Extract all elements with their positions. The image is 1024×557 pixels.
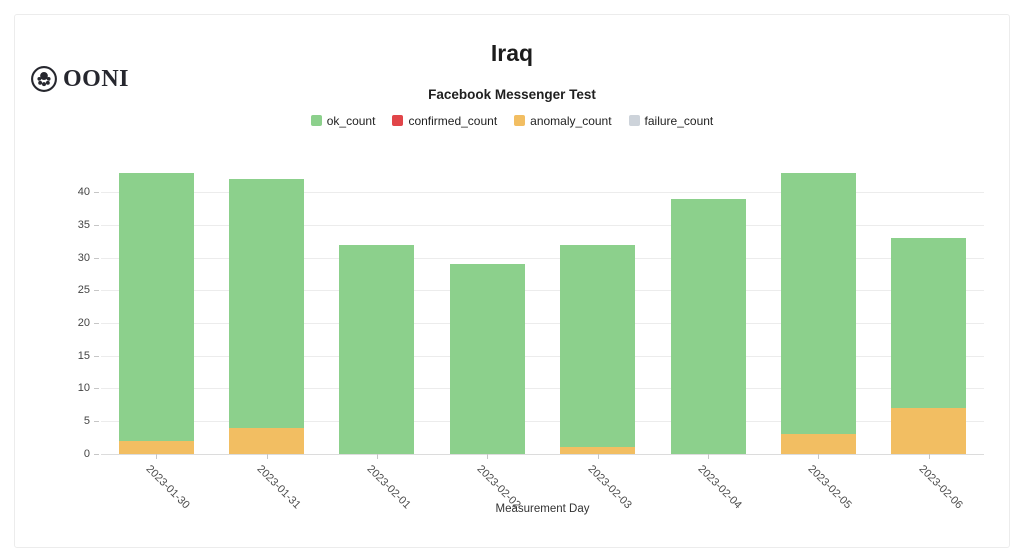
bar-slot xyxy=(101,169,211,454)
bar-slot xyxy=(543,169,653,454)
bar-2023-02-01[interactable] xyxy=(339,244,415,454)
bar-segment-ok_count[interactable] xyxy=(780,172,856,435)
y-tick-label: 25 xyxy=(77,284,90,297)
bar-segment-anomaly_count[interactable] xyxy=(229,427,305,454)
legend-swatch-ok_count xyxy=(310,115,322,127)
chart-card: OONI Iraq Facebook Messenger Test ok_cou… xyxy=(14,14,1010,548)
legend-item-anomaly_count[interactable]: anomaly_count xyxy=(514,113,612,128)
bar-segment-ok_count[interactable] xyxy=(229,179,305,428)
y-tick-mark xyxy=(94,290,99,292)
y-tick-mark xyxy=(94,323,99,325)
ooni-logo: OONI xyxy=(30,65,129,93)
bar-segment-ok_count[interactable] xyxy=(118,172,194,441)
bar-segment-anomaly_count[interactable] xyxy=(891,408,967,454)
gridline xyxy=(101,323,984,325)
legend: ok_count confirmed_count anomaly_count fail… xyxy=(15,114,1009,128)
bar-2023-02-04[interactable] xyxy=(670,198,746,454)
bars-container xyxy=(101,169,984,454)
bar-slot xyxy=(874,169,984,454)
bar-2023-01-30[interactable] xyxy=(118,172,194,454)
bar-segment-ok_count[interactable] xyxy=(670,198,746,454)
x-axis-line xyxy=(101,453,984,455)
plot-area: 0 5 10 15 20 25 30 35 40 xyxy=(78,169,984,460)
legend-swatch-anomaly_count xyxy=(514,115,526,127)
bar-2023-01-31[interactable] xyxy=(229,179,305,454)
gridline xyxy=(101,192,984,194)
gridline xyxy=(101,388,984,390)
bar-segment-anomaly_count[interactable] xyxy=(118,440,194,454)
y-tick-label: 20 xyxy=(77,317,90,330)
y-tick-mark xyxy=(94,192,99,194)
legend-item-failure_count[interactable]: failure_count xyxy=(628,113,714,128)
bar-2023-02-02[interactable] xyxy=(449,264,525,454)
chart-area: 0 5 10 15 20 25 30 35 40 Measurement Day 2023-01… xyxy=(78,169,984,516)
x-axis: Measurement Day 2023-01-30 2023-01-31 2023… xyxy=(101,453,984,516)
y-tick-label: 15 xyxy=(77,349,90,362)
x-tick-mark xyxy=(597,453,599,459)
y-tick-label: 30 xyxy=(77,251,90,264)
chart-title: Iraq xyxy=(490,40,534,66)
gridline xyxy=(101,290,984,292)
y-tick-label: 5 xyxy=(83,415,90,428)
y-tick-mark xyxy=(94,224,99,226)
gridline xyxy=(101,421,984,423)
bar-2023-02-05[interactable] xyxy=(780,172,856,454)
legend-swatch-confirmed_count xyxy=(392,115,404,127)
x-tick-mark xyxy=(708,453,710,459)
bar-slot xyxy=(322,169,432,454)
legend-swatch-failure_count xyxy=(628,115,640,127)
bar-segment-ok_count[interactable] xyxy=(560,244,636,448)
bar-segment-anomaly_count[interactable] xyxy=(560,447,636,454)
x-tick-mark xyxy=(818,453,820,459)
x-tick-mark xyxy=(928,453,930,459)
y-tick-mark xyxy=(94,421,99,423)
y-tick-label: 35 xyxy=(77,218,90,231)
y-tick-mark xyxy=(94,355,99,357)
bar-segment-ok_count[interactable] xyxy=(891,238,967,408)
y-tick-label: 10 xyxy=(77,382,90,395)
y-tick-label: 40 xyxy=(77,186,90,199)
y-tick-mark xyxy=(94,257,99,259)
bar-2023-02-06[interactable] xyxy=(891,238,967,454)
gridline xyxy=(101,257,984,259)
y-tick-mark xyxy=(94,453,99,455)
x-axis-title: Measurement Day xyxy=(495,502,590,515)
legend-item-ok_count[interactable]: ok_count xyxy=(310,113,376,128)
gridline xyxy=(101,224,984,226)
chart-subtitle: Facebook Messenger Test xyxy=(428,86,596,102)
bar-segment-anomaly_count[interactable] xyxy=(780,434,856,454)
y-tick-label: 0 xyxy=(83,447,90,460)
bar-slot xyxy=(653,169,763,454)
legend-label: failure_count xyxy=(644,113,714,128)
bar-segment-ok_count[interactable] xyxy=(339,244,415,454)
bar-slot xyxy=(763,169,873,454)
legend-label: anomaly_count xyxy=(530,113,612,128)
bar-2023-02-03[interactable] xyxy=(560,244,636,454)
legend-label: ok_count xyxy=(326,113,376,128)
ooni-wordmark: OONI xyxy=(63,65,130,92)
x-tick-mark xyxy=(156,453,158,459)
legend-item-confirmed_count[interactable]: confirmed_count xyxy=(392,114,497,128)
bar-slot xyxy=(211,169,321,454)
x-tick-mark xyxy=(487,453,489,459)
x-tick-mark xyxy=(376,453,378,459)
bar-slot xyxy=(432,169,542,454)
legend-label: confirmed_count xyxy=(408,113,498,128)
ooni-octopus-icon xyxy=(31,66,57,92)
x-tick-mark xyxy=(266,453,268,459)
gridline xyxy=(101,355,984,357)
y-tick-mark xyxy=(94,388,99,390)
bar-segment-ok_count[interactable] xyxy=(449,264,525,454)
